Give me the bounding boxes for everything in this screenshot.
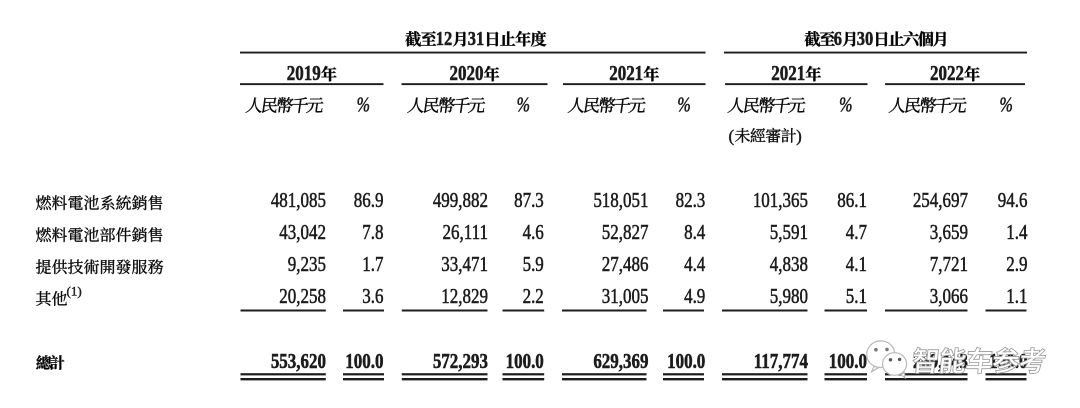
- svg-text:572,293: 572,293: [433, 350, 488, 373]
- svg-text:481,085: 481,085: [271, 189, 326, 212]
- svg-text:86.1: 86.1: [837, 189, 867, 212]
- svg-text:629,369: 629,369: [593, 350, 648, 373]
- svg-text:101,365: 101,365: [753, 189, 808, 212]
- svg-text:82.3: 82.3: [676, 189, 706, 212]
- svg-text:6: 6: [834, 27, 842, 50]
- svg-text:31: 31: [468, 27, 484, 50]
- svg-text:52,827: 52,827: [602, 221, 649, 244]
- svg-text:254,697: 254,697: [913, 189, 969, 212]
- svg-text:100.0: 100.0: [506, 350, 544, 373]
- svg-text:30: 30: [857, 27, 873, 50]
- svg-text:%: %: [1000, 94, 1013, 118]
- svg-text:2020: 2020: [450, 63, 484, 86]
- svg-text:4.6: 4.6: [523, 221, 544, 244]
- svg-text:4.1: 4.1: [846, 253, 867, 276]
- svg-text:3,659: 3,659: [930, 221, 968, 244]
- svg-text:7,721: 7,721: [930, 253, 968, 276]
- svg-text:27,486: 27,486: [602, 253, 649, 276]
- svg-text:5.1: 5.1: [846, 285, 867, 308]
- svg-text:33,471: 33,471: [441, 253, 488, 276]
- svg-text:1.1: 1.1: [1006, 285, 1027, 308]
- svg-text:): ): [796, 127, 802, 146]
- svg-text:2.9: 2.9: [1006, 253, 1027, 276]
- svg-text:100.0: 100.0: [829, 350, 867, 373]
- svg-text:4.7: 4.7: [846, 221, 868, 244]
- svg-text:%: %: [517, 94, 530, 118]
- svg-text:2.2: 2.2: [523, 285, 544, 308]
- svg-text:100.0: 100.0: [667, 350, 705, 373]
- svg-text:9,235: 9,235: [288, 253, 326, 276]
- svg-text:518,051: 518,051: [593, 189, 648, 212]
- svg-text:3.6: 3.6: [362, 285, 383, 308]
- svg-text:2021: 2021: [609, 63, 643, 86]
- svg-text:4,838: 4,838: [770, 253, 808, 276]
- svg-text:5.9: 5.9: [523, 253, 544, 276]
- svg-text:%: %: [357, 94, 370, 118]
- svg-text:3,066: 3,066: [930, 285, 968, 308]
- svg-text:26,111: 26,111: [443, 221, 488, 244]
- svg-text:2022: 2022: [930, 63, 964, 86]
- svg-text:499,882: 499,882: [433, 189, 488, 212]
- svg-text:5,591: 5,591: [770, 221, 808, 244]
- svg-text:20,258: 20,258: [279, 285, 326, 308]
- svg-text:%: %: [677, 94, 690, 118]
- svg-text:%: %: [839, 94, 852, 118]
- svg-text:4.4: 4.4: [684, 253, 706, 276]
- svg-text:(: (: [729, 127, 735, 146]
- svg-text:43,042: 43,042: [279, 221, 326, 244]
- svg-text:8.4: 8.4: [684, 221, 706, 244]
- svg-text:100.0: 100.0: [345, 350, 383, 373]
- svg-text:31,005: 31,005: [602, 285, 649, 308]
- svg-text:12,829: 12,829: [441, 285, 488, 308]
- svg-text:(1): (1): [67, 284, 82, 299]
- svg-text:4.9: 4.9: [684, 285, 705, 308]
- svg-text:87.3: 87.3: [514, 189, 544, 212]
- svg-text:86.9: 86.9: [354, 189, 384, 212]
- svg-text:553,620: 553,620: [271, 350, 326, 373]
- svg-text:5,980: 5,980: [770, 285, 808, 308]
- svg-text:1.4: 1.4: [1006, 221, 1028, 244]
- svg-text:1.7: 1.7: [362, 253, 384, 276]
- svg-text:117,774: 117,774: [754, 350, 809, 373]
- svg-text:2019: 2019: [287, 63, 321, 86]
- svg-text:7.8: 7.8: [362, 221, 383, 244]
- svg-text:94.6: 94.6: [998, 189, 1028, 212]
- svg-text:2021: 2021: [771, 63, 805, 86]
- svg-text:12: 12: [436, 27, 452, 50]
